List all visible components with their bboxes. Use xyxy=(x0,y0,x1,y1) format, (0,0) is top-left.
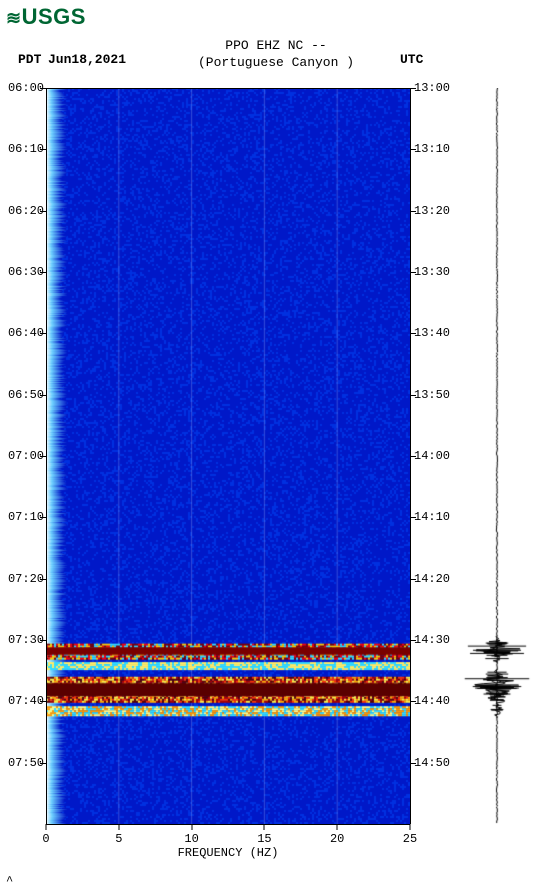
y-tick-right: 14:50 xyxy=(414,756,458,770)
y-tick-right: 13:30 xyxy=(414,265,458,279)
x-axis-label: FREQUENCY (HZ) xyxy=(178,846,279,860)
x-tick: 20 xyxy=(330,832,344,846)
tick-mark xyxy=(40,149,46,150)
x-tick-mark xyxy=(191,824,192,830)
tick-mark xyxy=(40,579,46,580)
y-tick-right: 13:50 xyxy=(414,388,458,402)
y-tick-right: 13:00 xyxy=(414,81,458,95)
usgs-logo: ≋USGS xyxy=(6,4,86,30)
tick-mark xyxy=(40,395,46,396)
x-tick: 25 xyxy=(403,832,417,846)
tick-mark xyxy=(40,701,46,702)
tick-mark xyxy=(410,333,416,334)
y-tick-right: 14:30 xyxy=(414,633,458,647)
x-tick: 10 xyxy=(184,832,198,846)
tick-mark xyxy=(40,272,46,273)
tick-mark xyxy=(40,640,46,641)
y-tick-left: 06:10 xyxy=(0,142,44,156)
y-tick-left: 06:40 xyxy=(0,326,44,340)
x-tick-mark xyxy=(264,824,265,830)
y-tick-left: 07:10 xyxy=(0,510,44,524)
y-tick-left: 07:50 xyxy=(0,756,44,770)
y-tick-left: 06:20 xyxy=(0,204,44,218)
tick-mark xyxy=(410,763,416,764)
spectrogram-plot xyxy=(46,88,410,824)
tick-mark xyxy=(40,517,46,518)
caret-mark: ^ xyxy=(6,874,13,888)
tick-mark xyxy=(40,763,46,764)
y-tick-left: 07:30 xyxy=(0,633,44,647)
x-tick: 0 xyxy=(42,832,49,846)
y-tick-right: 13:20 xyxy=(414,204,458,218)
y-tick-left: 06:30 xyxy=(0,265,44,279)
seismogram-trace xyxy=(462,88,532,824)
tick-mark xyxy=(410,579,416,580)
x-tick-mark xyxy=(337,824,338,830)
tick-mark xyxy=(410,149,416,150)
x-tick: 15 xyxy=(257,832,271,846)
y-axis-left-ticks: 06:0006:1006:2006:3006:4006:5007:0007:10… xyxy=(0,88,44,824)
tick-mark xyxy=(410,517,416,518)
tick-mark xyxy=(410,701,416,702)
y-tick-left: 06:50 xyxy=(0,388,44,402)
tick-mark xyxy=(410,211,416,212)
y-tick-left: 07:20 xyxy=(0,572,44,586)
tick-mark xyxy=(410,88,416,89)
x-tick: 5 xyxy=(115,832,122,846)
x-axis: FREQUENCY (HZ) 0510152025 xyxy=(46,824,410,864)
y-tick-left: 07:00 xyxy=(0,449,44,463)
y-tick-right: 13:40 xyxy=(414,326,458,340)
x-tick-mark xyxy=(410,824,411,830)
x-tick-mark xyxy=(118,824,119,830)
usgs-logo-text: USGS xyxy=(22,4,86,29)
axis-left xyxy=(46,88,47,824)
y-tick-right: 14:20 xyxy=(414,572,458,586)
tick-mark xyxy=(410,272,416,273)
tick-mark xyxy=(40,88,46,89)
tick-mark xyxy=(410,395,416,396)
tick-mark xyxy=(40,333,46,334)
timezone-right-label: UTC xyxy=(400,52,423,67)
tick-mark xyxy=(40,456,46,457)
usgs-wave-icon: ≋ xyxy=(6,8,22,29)
y-tick-left: 07:40 xyxy=(0,694,44,708)
date-label: Jun18,2021 xyxy=(48,52,126,67)
y-axis-right-ticks: 13:0013:1013:2013:3013:4013:5014:0014:10… xyxy=(414,88,458,824)
tick-mark xyxy=(410,640,416,641)
y-tick-right: 14:00 xyxy=(414,449,458,463)
axis-top xyxy=(46,88,410,89)
timezone-left-label: PDT xyxy=(18,52,41,67)
y-tick-right: 13:10 xyxy=(414,142,458,156)
y-tick-left: 06:00 xyxy=(0,81,44,95)
y-tick-right: 14:10 xyxy=(414,510,458,524)
x-tick-mark xyxy=(46,824,47,830)
tick-mark xyxy=(410,456,416,457)
tick-mark xyxy=(40,211,46,212)
y-tick-right: 14:40 xyxy=(414,694,458,708)
